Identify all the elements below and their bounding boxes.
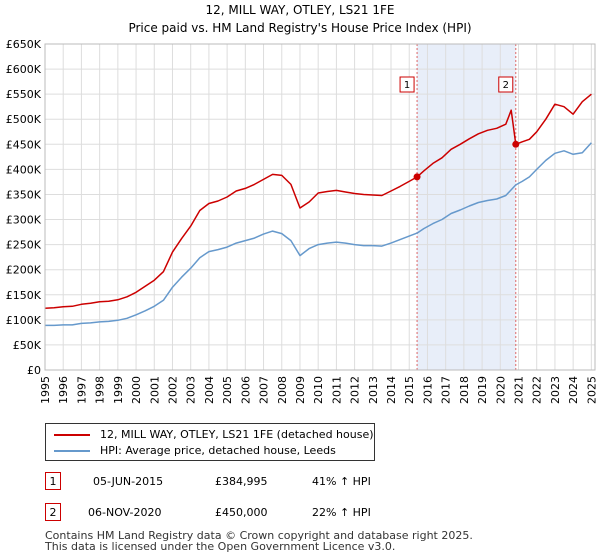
sale-label-text: 1 <box>404 80 410 91</box>
y-tick-label: £400K <box>6 163 42 176</box>
x-tick-label: 2012 <box>349 376 362 404</box>
x-tick-label: 2005 <box>221 376 234 404</box>
legend-entry-property: 12, MILL WAY, OTLEY, LS21 1FE (detached … <box>54 427 374 443</box>
chart-subtitle: Price paid vs. HM Land Registry's House … <box>128 21 471 35</box>
y-tick-label: £550K <box>6 88 42 101</box>
x-tick-label: 2018 <box>458 376 471 404</box>
legend-swatch-property <box>54 434 90 436</box>
sale-date: 06-NOV-2020 <box>88 506 162 519</box>
legend-label-property: 12, MILL WAY, OTLEY, LS21 1FE (detached … <box>100 428 374 441</box>
x-tick-label: 2025 <box>585 376 598 404</box>
x-tick-label: 2014 <box>385 376 398 404</box>
x-tick-label: 1998 <box>94 376 107 404</box>
x-tick-label: 2017 <box>440 376 453 404</box>
x-tick-label: 2021 <box>513 376 526 404</box>
x-tick-label: 2008 <box>276 376 289 404</box>
chart-title: 12, MILL WAY, OTLEY, LS21 1FE <box>206 3 395 17</box>
sale-number-badge: 2 <box>45 503 61 521</box>
sale-date: 05-JUN-2015 <box>93 475 164 488</box>
y-tick-label: £350K <box>6 188 42 201</box>
x-tick-label: 2003 <box>185 376 198 404</box>
x-tick-label: 2015 <box>403 376 416 404</box>
y-tick-label: £500K <box>6 113 42 126</box>
sale-label-box <box>399 76 415 93</box>
x-tick-label: 1995 <box>39 376 52 404</box>
sale-hpi-change: 41% ↑ HPI <box>312 475 371 488</box>
x-tick-label: 2007 <box>258 376 271 404</box>
x-tick-label: 2006 <box>239 376 252 404</box>
x-tick-label: 2020 <box>494 376 507 404</box>
legend-label-hpi: HPI: Average price, detached house, Leed… <box>100 444 336 457</box>
sale-price: £450,000 <box>215 506 268 519</box>
footer-licence: This data is licensed under the Open Gov… <box>45 540 396 553</box>
x-tick-label: 2010 <box>312 376 325 404</box>
sale-number-badge: 1 <box>45 472 61 490</box>
y-tick-label: £150K <box>6 289 42 302</box>
sale-price: £384,995 <box>215 475 268 488</box>
y-tick-label: £600K <box>6 63 42 76</box>
x-tick-label: 2002 <box>166 376 179 404</box>
sale-point <box>512 140 520 148</box>
x-tick-label: 2019 <box>476 376 489 404</box>
x-tick-label: 2004 <box>203 376 216 404</box>
x-tick-label: 2011 <box>330 376 343 404</box>
property-price-line <box>44 93 592 310</box>
y-tick-label: £300K <box>6 214 42 227</box>
y-tick-label: £0 <box>27 364 41 377</box>
x-tick-label: 1996 <box>57 376 70 404</box>
x-tick-label: 1999 <box>112 376 125 404</box>
legend: 12, MILL WAY, OTLEY, LS21 1FE (detached … <box>45 423 375 461</box>
sale-hpi-change: 22% ↑ HPI <box>312 506 371 519</box>
x-tick-label: 2024 <box>567 376 580 404</box>
footer: Contains HM Land Registry data © Crown c… <box>45 530 473 552</box>
legend-swatch-hpi <box>54 450 90 452</box>
y-tick-label: £200K <box>6 264 42 277</box>
y-tick-label: £650K <box>6 38 42 51</box>
x-tick-label: 2023 <box>549 376 562 404</box>
y-tick-label: £100K <box>6 314 42 327</box>
price-chart: 12, MILL WAY, OTLEY, LS21 1FE Price paid… <box>6 3 599 404</box>
y-tick-label: £450K <box>6 138 42 151</box>
y-tick-label: £50K <box>13 339 42 352</box>
x-tick-label: 2013 <box>367 376 380 404</box>
y-tick-label: £250K <box>6 239 42 252</box>
x-tick-label: 2022 <box>531 376 544 404</box>
x-tick-label: 2016 <box>421 376 434 404</box>
x-tick-label: 2000 <box>130 376 143 404</box>
hpi-series-line <box>45 142 592 327</box>
x-tick-label: 1997 <box>75 376 88 404</box>
footer-copyright: Contains HM Land Registry data © Crown c… <box>45 529 473 542</box>
sale-label-text: 2 <box>503 80 509 91</box>
x-tick-label: 2001 <box>148 376 161 404</box>
legend-entry-hpi: HPI: Average price, detached house, Leed… <box>54 443 336 459</box>
sale-point <box>413 173 421 181</box>
plot-border <box>44 43 596 371</box>
x-tick-label: 2009 <box>294 376 307 404</box>
sale-label-box <box>498 76 514 93</box>
